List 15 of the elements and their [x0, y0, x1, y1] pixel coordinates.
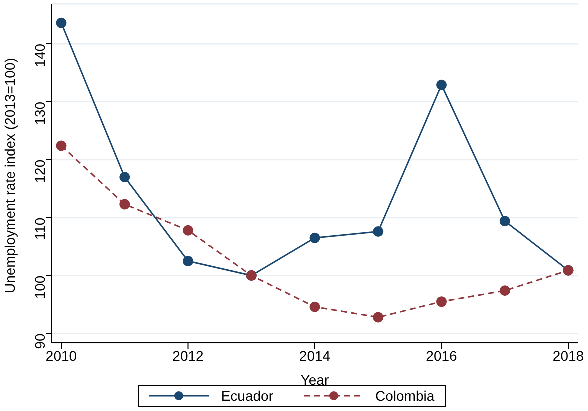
legend-label: Colombia — [376, 388, 435, 404]
x-tick-label: 2018 — [552, 348, 584, 364]
legend-label: Ecuador — [221, 388, 274, 404]
x-tick-label: 2016 — [426, 348, 458, 364]
y-tick-label: 140 — [32, 44, 48, 68]
y-tick-label: 120 — [32, 160, 48, 184]
x-tick-label: 2010 — [46, 348, 78, 364]
x-tick-label: 2014 — [299, 348, 331, 364]
x-axis-title: Year — [300, 372, 330, 388]
y-tick-label: 100 — [32, 276, 48, 300]
x-tick-label: 2012 — [172, 348, 204, 364]
y-axis-title: Unemployment rate index (2013=100) — [2, 58, 18, 294]
y-tick-label: 110 — [32, 218, 48, 240]
y-tick-label: 130 — [32, 102, 48, 126]
y-tick-label: 90 — [32, 334, 48, 350]
